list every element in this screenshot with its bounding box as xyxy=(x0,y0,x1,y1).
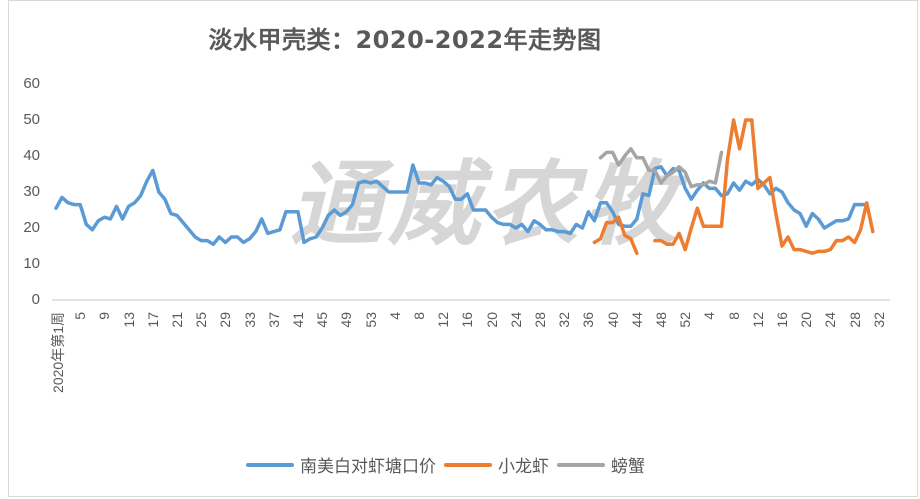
watermark: 通威农牧 xyxy=(290,151,683,258)
legend-label: 小龙虾 xyxy=(498,457,549,477)
chart-frame xyxy=(8,0,918,497)
legend-swatch-blue xyxy=(246,462,294,467)
legend-label: 南美白对虾塘口价 xyxy=(300,457,436,477)
series-layer xyxy=(54,118,875,255)
legend-item-crayfish[interactable]: 小龙虾 xyxy=(444,452,549,477)
series-line-crayfish xyxy=(653,118,875,255)
legend: 南美白对虾塘口价 小龙虾 螃蟹 xyxy=(246,452,653,477)
y-tick-label: 60 xyxy=(23,75,40,92)
legend-item-shrimp[interactable]: 南美白对虾塘口价 xyxy=(246,452,436,477)
legend-swatch-orange xyxy=(444,462,492,467)
y-tick-label: 40 xyxy=(23,147,40,164)
series-line-shrimp xyxy=(54,163,869,246)
series-line-crab xyxy=(598,147,724,189)
y-tick-label: 50 xyxy=(23,111,40,128)
y-tick-label: 0 xyxy=(31,291,40,308)
legend-item-crab[interactable]: 螃蟹 xyxy=(557,452,645,477)
legend-label: 螃蟹 xyxy=(611,457,645,477)
y-tick-label: 30 xyxy=(23,183,40,200)
y-tick-label: 10 xyxy=(23,255,40,272)
chart-title: 淡水甲壳类：2020-2022年走势图 xyxy=(208,26,602,54)
legend-swatch-gray xyxy=(557,462,605,467)
series-line-crayfish xyxy=(592,215,639,255)
y-tick-label: 20 xyxy=(23,219,40,236)
